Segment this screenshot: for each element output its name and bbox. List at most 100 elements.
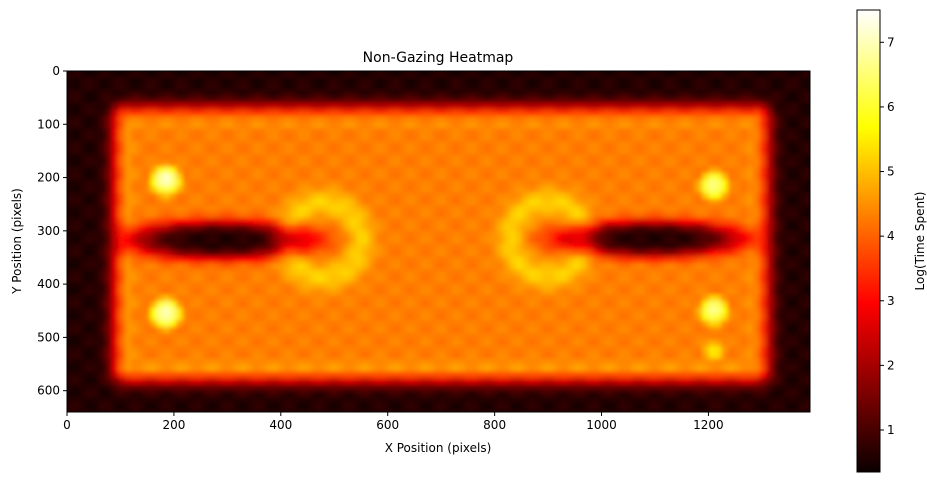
heatmap-cell [541,205,549,213]
heatmap-cell [253,262,261,270]
heatmap-cell [528,211,536,219]
heatmap-cell [586,256,594,264]
heatmap-cell [503,256,511,264]
heatmap-cell [509,288,517,296]
heatmap-cell [329,173,337,181]
heatmap-cell [79,179,87,187]
heatmap-cell [535,281,543,289]
heatmap-cell [785,115,793,123]
heatmap-cell [124,77,132,85]
heatmap-cell [631,269,639,277]
heatmap-cell [201,326,209,334]
heatmap-cell [240,71,248,78]
heatmap-cell [631,71,639,78]
heatmap-cell [702,115,710,123]
heatmap-cell [233,77,241,85]
heatmap-cell [586,288,594,296]
heatmap-cell [419,243,427,251]
heatmap-cell [323,211,331,219]
heatmap-cell [798,186,806,194]
heatmap-cell [516,326,524,334]
heatmap-cell [355,83,363,91]
heatmap-cell [734,313,742,321]
heatmap-cell [323,179,331,187]
heatmap-cell [105,109,113,117]
heatmap-cell [766,224,774,232]
heatmap-cell [503,115,511,123]
heatmap-cell [791,147,799,155]
heatmap-cell [599,307,607,315]
heatmap-cell [567,262,575,270]
heatmap-cell [477,250,485,258]
heatmap-cell [124,230,132,238]
heatmap-cell [676,198,684,206]
heatmap-cell [86,90,94,98]
heatmap-cell [567,128,575,136]
heatmap-cell [663,301,671,309]
heatmap-cell [150,250,158,258]
heatmap-cell [464,269,472,277]
heatmap-cell [195,250,203,258]
heatmap-cell [535,154,543,162]
heatmap-cell [79,166,87,174]
heatmap-cell [336,109,344,117]
heatmap-cell [580,339,588,347]
heatmap-cell [644,211,652,219]
heatmap-cell [746,71,754,78]
heatmap-cell [759,160,767,168]
heatmap-cell [766,230,774,238]
heatmap-cell [246,211,254,219]
heatmap-cell [285,224,293,232]
heatmap-cell [496,115,504,123]
heatmap-cell [560,218,568,226]
heatmap-cell [432,275,440,283]
heatmap-cell [766,179,774,187]
heatmap-cell [669,243,677,251]
heatmap-cell [246,320,254,328]
heatmap-cell [265,320,273,328]
heatmap-cell [124,307,132,315]
heatmap-cell [657,256,665,264]
heatmap-cell [445,173,453,181]
heatmap-cell [240,250,248,258]
heatmap-cell [541,243,549,251]
heatmap-cell [541,179,549,187]
heatmap-cell [669,141,677,149]
heatmap-cell [291,333,299,341]
heatmap-cell [560,83,568,91]
heatmap-cell [676,211,684,219]
heatmap-cell [644,256,652,264]
heatmap-cell [220,90,228,98]
heatmap-cell [541,326,549,334]
heatmap-cell [804,326,810,334]
heatmap-cell [253,179,261,187]
heatmap-cell [118,198,126,206]
heatmap-cell [355,262,363,270]
heatmap-cell [105,134,113,142]
heatmap-cell [272,173,280,181]
heatmap-cell [163,160,171,168]
heatmap-cell [714,256,722,264]
heatmap-cell [669,122,677,130]
heatmap-cell [548,71,556,78]
heatmap-cell [342,115,350,123]
heatmap-cell [285,230,293,238]
heatmap-cell [169,134,177,142]
heatmap-cell [259,313,267,321]
heatmap-cell [111,147,119,155]
heatmap-cell [188,198,196,206]
heatmap-cell [176,160,184,168]
heatmap-cell [259,256,267,264]
heatmap-cell [727,205,735,213]
heatmap-cell [323,96,331,104]
heatmap-cell [413,243,421,251]
heatmap-cell [625,173,633,181]
heatmap-cell [657,326,665,334]
heatmap-cell [387,147,395,155]
heatmap-cell [400,326,408,334]
heatmap-cell [278,173,286,181]
heatmap-cell [804,160,810,168]
heatmap-cell [214,307,222,315]
heatmap-cell [310,115,318,123]
heatmap-cell [644,179,652,187]
